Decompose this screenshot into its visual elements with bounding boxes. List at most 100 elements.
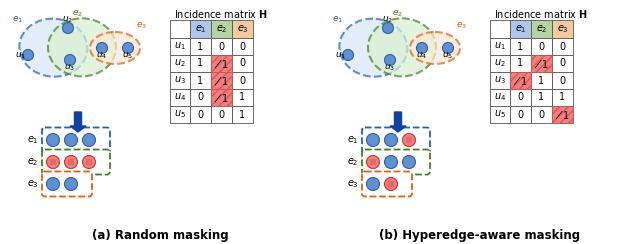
Circle shape — [47, 177, 60, 191]
Text: $e_2$: $e_2$ — [348, 156, 359, 168]
Text: $u_4$: $u_4$ — [97, 51, 108, 61]
Text: $e_3$: $e_3$ — [136, 21, 147, 31]
Text: Incidence matrix $\mathbf{H}$: Incidence matrix $\mathbf{H}$ — [175, 8, 269, 20]
Text: $u_2$: $u_2$ — [494, 58, 506, 69]
Text: $e_2$: $e_2$ — [28, 156, 39, 168]
Text: 1: 1 — [197, 59, 204, 69]
Circle shape — [374, 161, 376, 163]
Bar — [232, 106, 253, 123]
Text: 1: 1 — [538, 92, 545, 102]
Circle shape — [65, 177, 77, 191]
Bar — [211, 38, 232, 55]
Bar — [232, 20, 253, 38]
Text: $\not{1}$: $\not{1}$ — [556, 108, 570, 121]
Ellipse shape — [90, 32, 140, 64]
Text: 0: 0 — [559, 41, 566, 51]
Bar — [531, 38, 552, 55]
Text: 0: 0 — [197, 110, 204, 120]
FancyBboxPatch shape — [362, 172, 412, 196]
Ellipse shape — [410, 32, 460, 64]
Circle shape — [417, 42, 428, 53]
Bar — [232, 55, 253, 72]
Text: 0: 0 — [538, 110, 545, 120]
Bar — [490, 72, 510, 89]
Bar — [490, 89, 510, 106]
Text: 0: 0 — [218, 110, 225, 120]
Text: $e_3$: $e_3$ — [456, 21, 467, 31]
Bar — [552, 20, 573, 38]
Circle shape — [342, 50, 353, 61]
Bar — [531, 20, 552, 38]
Circle shape — [372, 163, 374, 165]
Bar — [190, 89, 211, 106]
Text: $\not{1}$: $\not{1}$ — [513, 74, 528, 87]
Bar — [211, 72, 232, 89]
Circle shape — [88, 161, 90, 163]
Circle shape — [54, 159, 56, 161]
Circle shape — [372, 159, 374, 161]
Circle shape — [52, 159, 54, 161]
Bar — [170, 20, 190, 38]
Circle shape — [406, 139, 408, 141]
Text: $\not{1}$: $\not{1}$ — [214, 74, 228, 87]
Text: $u_5$: $u_5$ — [122, 51, 134, 61]
Text: $e_1$: $e_1$ — [28, 134, 39, 146]
Text: $\not{1}$: $\not{1}$ — [214, 91, 228, 104]
Circle shape — [68, 161, 70, 163]
Bar — [552, 72, 573, 89]
FancyBboxPatch shape — [42, 128, 110, 152]
Bar — [211, 89, 232, 106]
Bar — [531, 55, 552, 72]
Text: $u_3$: $u_3$ — [174, 75, 186, 86]
Text: $e_1$: $e_1$ — [332, 15, 343, 25]
Bar — [510, 38, 531, 55]
Circle shape — [52, 163, 54, 165]
Circle shape — [374, 159, 376, 161]
Text: 0: 0 — [559, 59, 566, 69]
Circle shape — [52, 161, 54, 163]
Bar — [170, 38, 190, 55]
Text: $u_4$: $u_4$ — [174, 92, 186, 103]
Text: $u_3$: $u_3$ — [65, 63, 76, 73]
Circle shape — [388, 185, 390, 187]
Circle shape — [70, 159, 72, 161]
Bar — [211, 55, 232, 72]
Polygon shape — [70, 112, 86, 132]
Bar — [170, 106, 190, 123]
Bar — [190, 72, 211, 89]
Bar — [232, 72, 253, 89]
Circle shape — [371, 163, 372, 165]
Text: $u_5$: $u_5$ — [494, 109, 506, 120]
Text: 1: 1 — [559, 92, 566, 102]
FancyBboxPatch shape — [362, 150, 430, 174]
Circle shape — [68, 159, 70, 161]
Bar — [232, 38, 253, 55]
Text: $u_2$: $u_2$ — [63, 15, 74, 25]
Bar — [211, 72, 232, 89]
Ellipse shape — [368, 18, 436, 76]
Bar — [170, 55, 190, 72]
Text: $e_2$: $e_2$ — [392, 9, 403, 19]
FancyBboxPatch shape — [42, 150, 110, 174]
Bar — [490, 38, 510, 55]
Bar — [531, 72, 552, 89]
Bar — [552, 38, 573, 55]
Circle shape — [403, 155, 415, 169]
Text: $e_3$: $e_3$ — [237, 23, 248, 35]
Text: 0: 0 — [559, 75, 566, 85]
Circle shape — [371, 159, 372, 161]
Bar — [510, 89, 531, 106]
Text: $e_1$: $e_1$ — [195, 23, 206, 35]
Text: 1: 1 — [538, 75, 545, 85]
Circle shape — [374, 163, 376, 165]
Text: 0: 0 — [517, 92, 524, 102]
Bar — [490, 20, 510, 38]
Text: $u_4$: $u_4$ — [417, 51, 428, 61]
Text: 1: 1 — [197, 75, 204, 85]
Circle shape — [70, 161, 72, 163]
Circle shape — [90, 159, 92, 161]
Circle shape — [88, 159, 90, 161]
Text: $e_2$: $e_2$ — [536, 23, 547, 35]
Text: Incidence matrix $\mathbf{H}$: Incidence matrix $\mathbf{H}$ — [495, 8, 589, 20]
Circle shape — [90, 163, 92, 165]
